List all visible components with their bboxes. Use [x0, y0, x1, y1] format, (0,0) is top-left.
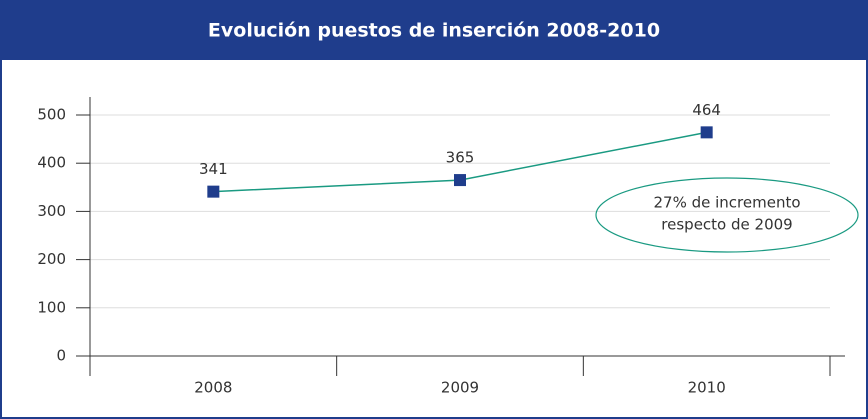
y-tick-label: 400 — [37, 154, 66, 172]
data-label: 365 — [446, 149, 475, 167]
data-label: 464 — [692, 101, 721, 119]
y-tick-label: 0 — [56, 347, 66, 365]
y-tick-label: 300 — [37, 202, 66, 220]
data-label: 341 — [199, 160, 228, 178]
y-tick-label: 100 — [37, 298, 66, 316]
chart-title: Evolución puestos de inserción 2008-2010 — [208, 20, 660, 42]
marker — [700, 126, 713, 139]
y-tick-label: 200 — [37, 250, 66, 268]
annotation-text: 27% de incremento — [653, 194, 800, 212]
x-tick-label: 2008 — [194, 379, 232, 397]
x-tick-label: 2010 — [688, 379, 726, 397]
x-tick-label: 2009 — [441, 379, 479, 397]
y-tick-label: 500 — [37, 106, 66, 124]
marker — [454, 174, 466, 187]
annotation-text: respecto de 2009 — [661, 216, 792, 234]
header-band — [0, 0, 868, 60]
marker — [207, 185, 220, 198]
annotation-ellipse — [595, 177, 859, 253]
